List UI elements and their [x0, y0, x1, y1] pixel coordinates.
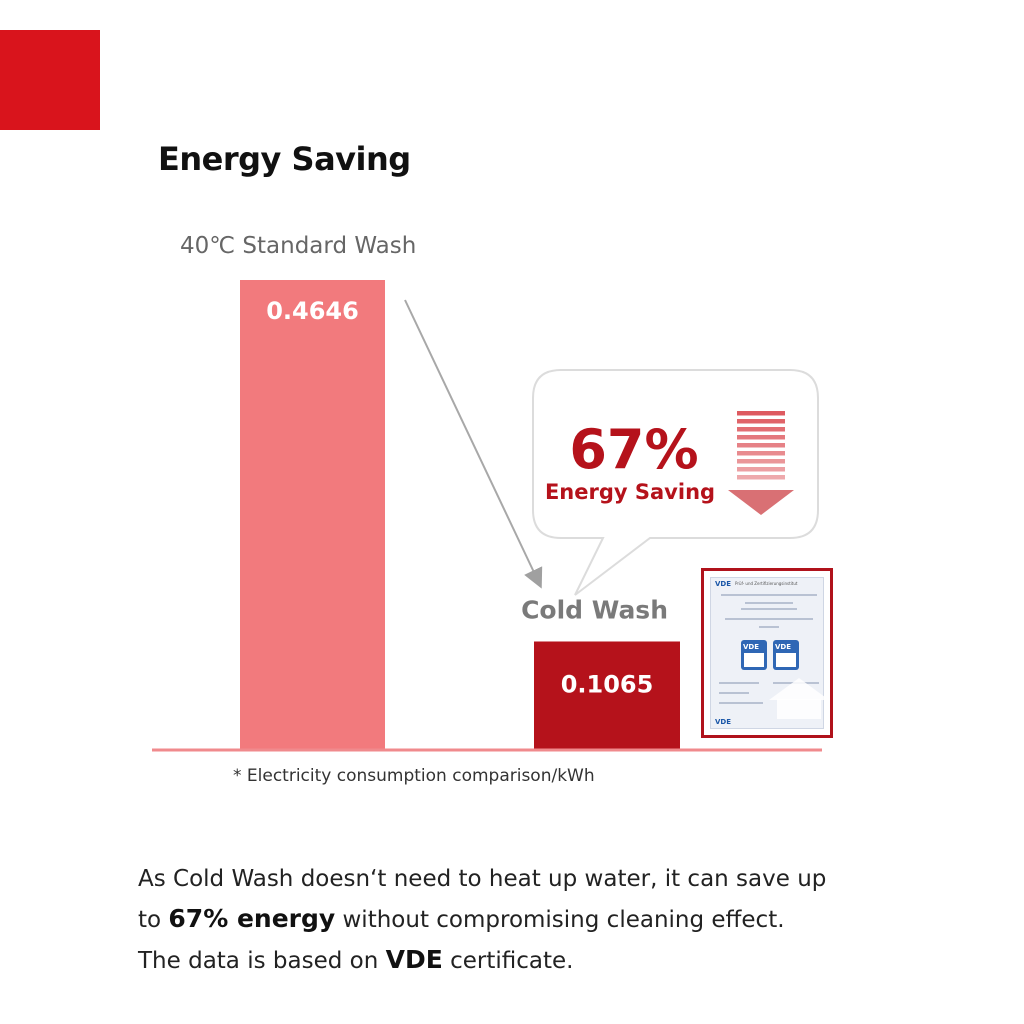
- callout-percent: 67%: [569, 418, 698, 481]
- arrow-stripe: [737, 427, 785, 432]
- category-label: 40℃ Standard Wash: [180, 233, 416, 259]
- page-title: Energy Saving: [158, 140, 411, 178]
- certificate-text-line: [741, 608, 797, 610]
- red-corner-block: [0, 30, 100, 130]
- description-line-2-prefix: to: [138, 907, 169, 933]
- certificate-header-sub: Prüf- und Zertifizierungsinstitut: [735, 581, 798, 586]
- certificate-text-line: [719, 692, 749, 694]
- description-line-3-prefix: The data is based on: [138, 948, 386, 974]
- description-highlight-vde: VDE: [385, 945, 443, 974]
- house-watermark-icon: [769, 678, 829, 700]
- house-watermark-body: [777, 699, 821, 719]
- bar-cold-wash: [534, 641, 680, 749]
- arrow-stripe: [737, 459, 785, 464]
- description-highlight-energy: 67% energy: [168, 904, 336, 933]
- bar-value-label: 0.1065: [561, 670, 654, 698]
- arrow-head: [728, 490, 794, 515]
- description-line-3: The data is based on VDE certificate.: [138, 940, 918, 981]
- vde-certificate-image: VDE Prüf- und Zertifizierungsinstitut VD…: [701, 568, 833, 738]
- certificate-text-line: [721, 594, 817, 596]
- down-arrow-icon: [728, 411, 794, 515]
- vde-badge-right: VDE: [773, 640, 799, 670]
- vde-badge-left: VDE: [741, 640, 767, 670]
- bar-standard-wash: [240, 280, 385, 749]
- category-label: Cold Wash: [521, 595, 668, 624]
- comparison-arrow: [404, 299, 543, 589]
- vde-badge-label: VDE: [775, 643, 792, 651]
- description-text: As Cold Wash doesn‘t need to heat up wat…: [138, 860, 918, 981]
- certificate-text-line: [745, 602, 793, 604]
- callout-bubble: [532, 369, 819, 596]
- certificate-header: VDE: [715, 580, 732, 588]
- vde-badge-label: VDE: [743, 643, 760, 651]
- bar-value-label: 0.4646: [266, 297, 359, 325]
- description-line-1: As Cold Wash doesn‘t need to heat up wat…: [138, 866, 827, 892]
- arrow-stripe: [737, 443, 785, 448]
- description-line-2-suffix: without compromising cleaning effect.: [335, 907, 785, 933]
- arrow-stripe: [737, 411, 785, 416]
- arrow-stripe: [737, 451, 785, 456]
- certificate-page: VDE Prüf- und Zertifizierungsinstitut VD…: [710, 577, 829, 729]
- arrow-stripe: [737, 419, 785, 424]
- certificate-text-line: [725, 618, 813, 620]
- arrow-stripe: [737, 467, 785, 472]
- callout-label: Energy Saving: [545, 480, 715, 504]
- arrow-stripe: [737, 475, 785, 480]
- description-line-3-suffix: certificate.: [442, 948, 574, 974]
- chart-footnote: * Electricity consumption comparison/kWh: [233, 766, 595, 786]
- certificate-text-line: [759, 626, 779, 628]
- description-line-2: to 67% energy without compromising clean…: [138, 899, 918, 940]
- certificate-text-line: [719, 702, 763, 704]
- certificate-footer: VDE: [715, 718, 732, 726]
- certificate-text-line: [719, 682, 759, 684]
- arrow-stripe: [737, 435, 785, 440]
